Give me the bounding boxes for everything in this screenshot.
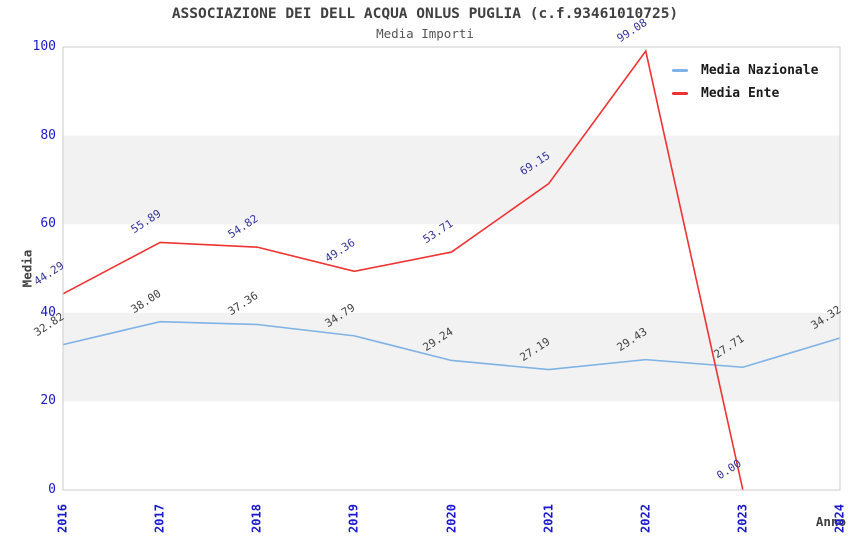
- data-point-label: 53.71: [420, 217, 455, 247]
- series-line-1: [62, 49, 744, 491]
- x-tick-label: 2020: [444, 504, 458, 533]
- x-tick-label: 2017: [152, 504, 167, 533]
- data-point-label: 29.24: [420, 325, 455, 355]
- chart-title: ASSOCIAZIONE DEI DELL ACQUA ONLUS PUGLIA…: [171, 6, 679, 22]
- data-point-label: 38.00: [128, 286, 164, 316]
- x-tick-label: 2018: [249, 504, 264, 533]
- y-tick-label: 80: [40, 127, 56, 143]
- legend: Media Nazionale Media Ente: [672, 62, 818, 101]
- data-point-label: 29.43: [614, 324, 650, 354]
- y-tick-label: 40: [40, 304, 56, 320]
- x-tick-label: 2022: [638, 504, 653, 533]
- data-point-label: 37.36: [225, 289, 261, 319]
- data-point-label: 49.36: [322, 236, 358, 266]
- x-tick-label: 2023: [735, 504, 750, 533]
- legend-swatch-ente-icon: [672, 91, 688, 95]
- y-tick-label: 0: [48, 482, 56, 497]
- data-point-label: 34.79: [322, 300, 358, 330]
- y-tick-label: 20: [40, 393, 56, 409]
- y-tick-label: 60: [40, 216, 56, 232]
- x-axis-title: Anno: [815, 514, 846, 529]
- x-tick-label: 2016: [55, 504, 70, 533]
- data-point-label: 27.71: [711, 332, 747, 362]
- data-point-label: 69.15: [517, 148, 553, 178]
- x-tick-label: 2024: [832, 504, 847, 533]
- data-point-label: 55.89: [128, 207, 164, 237]
- chart-subtitle: Media Importi: [376, 26, 474, 41]
- plot-band: [63, 135, 840, 225]
- y-tick-label: 100: [32, 39, 56, 54]
- legend-item-media-nazionale: Media Nazionale: [672, 62, 818, 78]
- legend-item-media-ente: Media Ente: [672, 85, 818, 101]
- legend-label-media-ente: Media Ente: [701, 85, 780, 101]
- data-point-label: 34.32: [808, 302, 844, 332]
- data-point-label: 54.82: [225, 212, 261, 242]
- x-tick-label: 2021: [541, 504, 556, 533]
- legend-swatch-nazionale-icon: [672, 68, 688, 72]
- legend-label-media-nazionale: Media Nazionale: [701, 62, 819, 78]
- plot-border: [62, 46, 841, 491]
- data-point-label: 0.00: [714, 456, 744, 483]
- x-tick-label: 2019: [346, 504, 361, 533]
- data-point-label: 27.19: [517, 334, 553, 364]
